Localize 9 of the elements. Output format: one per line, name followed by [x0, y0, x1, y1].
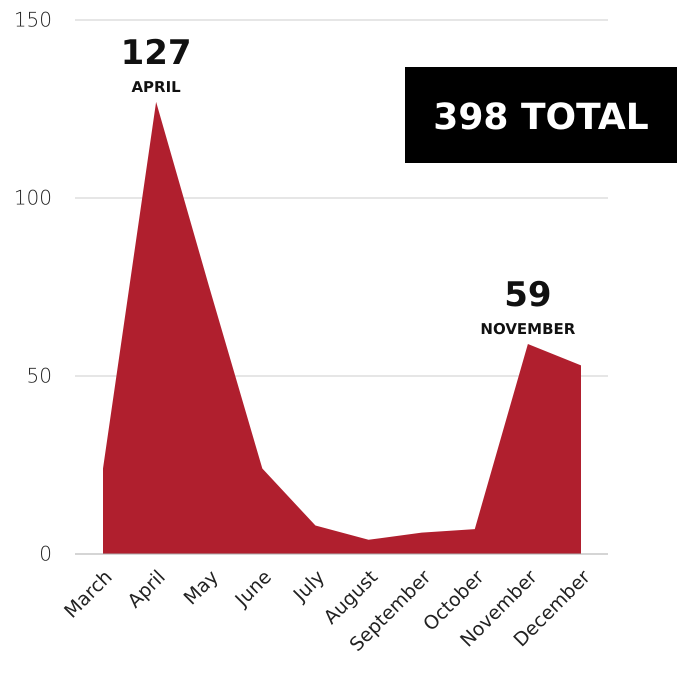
y-tick-label: 0 — [39, 541, 52, 566]
annotation: NOVEMBER — [480, 320, 576, 338]
y-tick-label: 50 — [26, 363, 52, 388]
y-tick-label: 150 — [14, 7, 52, 32]
annotation: 398 TOTAL — [433, 97, 649, 138]
data-label: 127 — [120, 32, 192, 73]
y-tick-label: 100 — [14, 185, 52, 210]
data-label: 59 — [504, 274, 552, 315]
annotation: APRIL — [131, 78, 182, 96]
